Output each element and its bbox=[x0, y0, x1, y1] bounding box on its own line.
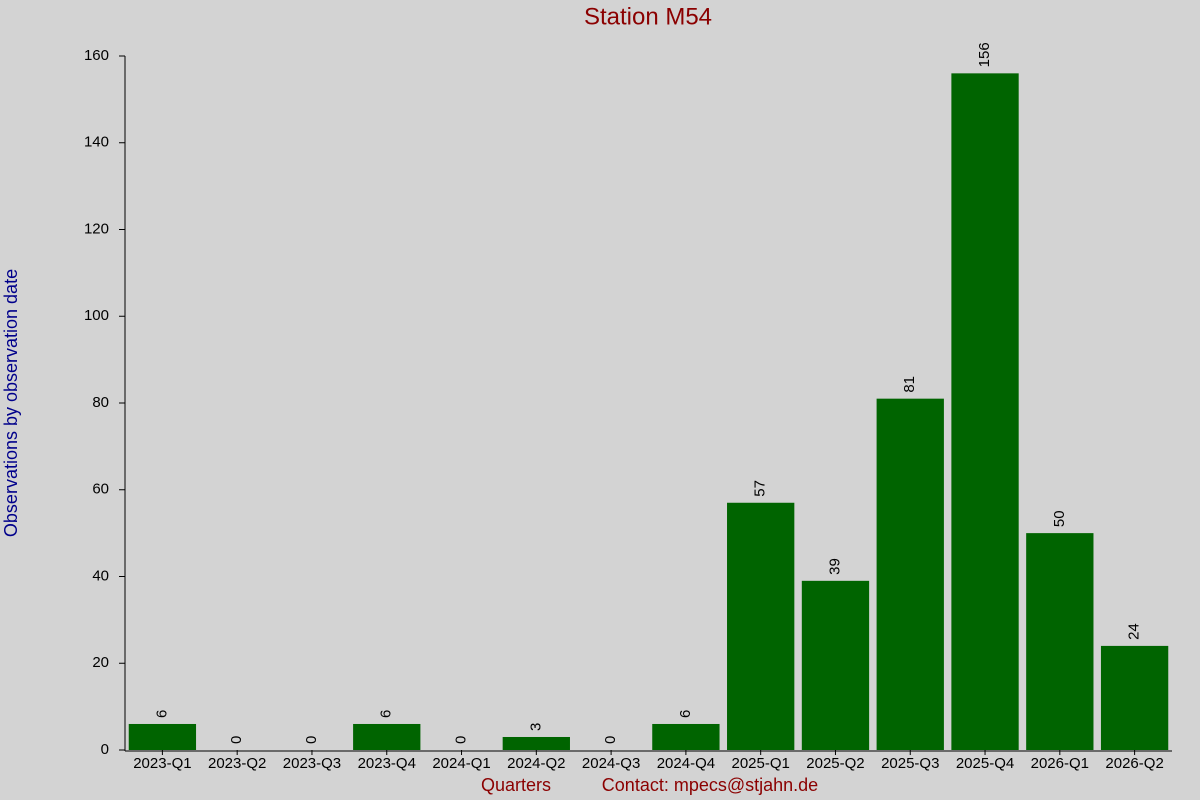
bar bbox=[951, 73, 1019, 751]
x-tick-label: 2025-Q2 bbox=[806, 755, 864, 772]
y-tick-label: 100 bbox=[84, 307, 109, 324]
bar bbox=[1026, 533, 1094, 750]
chart-title: Station M54 bbox=[584, 3, 712, 30]
data-label: 0 bbox=[602, 736, 619, 744]
x-tick-label: 2026-Q1 bbox=[1031, 755, 1089, 772]
x-tick-label: 2023-Q4 bbox=[358, 755, 416, 772]
data-label: 57 bbox=[752, 480, 769, 497]
y-tick-label: 160 bbox=[84, 47, 109, 64]
y-tick-label: 40 bbox=[92, 567, 109, 584]
bar bbox=[1100, 645, 1169, 750]
x-tick-label: 2023-Q2 bbox=[208, 755, 266, 772]
data-label: 3 bbox=[527, 723, 544, 731]
x-tick-label: 2025-Q4 bbox=[956, 755, 1014, 772]
y-tick-label: 20 bbox=[92, 654, 109, 671]
x-axis-title: Quarters bbox=[481, 775, 551, 795]
y-tick-label: 0 bbox=[101, 741, 109, 758]
y-axis-title: Observations by observation date bbox=[1, 269, 21, 537]
bar bbox=[876, 398, 944, 750]
x-tick-label: 2023-Q1 bbox=[133, 755, 191, 772]
bar bbox=[128, 723, 197, 750]
data-label: 50 bbox=[1051, 510, 1068, 527]
y-tick-label: 140 bbox=[84, 134, 109, 151]
x-tick-label: 2024-Q4 bbox=[657, 755, 715, 772]
data-label: 156 bbox=[976, 42, 993, 67]
bar bbox=[801, 580, 870, 750]
bar bbox=[652, 723, 720, 750]
y-tick-label: 80 bbox=[92, 394, 109, 411]
x-tick-label: 2025-Q1 bbox=[731, 755, 789, 772]
data-label: 6 bbox=[378, 710, 395, 718]
data-label: 81 bbox=[901, 376, 918, 393]
bar bbox=[353, 723, 421, 750]
data-label: 0 bbox=[303, 736, 320, 744]
y-tick-label: 120 bbox=[84, 220, 109, 237]
y-tick-label: 60 bbox=[92, 481, 109, 498]
bar bbox=[727, 502, 795, 750]
data-label: 39 bbox=[826, 558, 843, 575]
x-tick-label: 2026-Q2 bbox=[1105, 755, 1163, 772]
x-tick-label: 2025-Q3 bbox=[881, 755, 939, 772]
x-tick-label: 2023-Q3 bbox=[283, 755, 341, 772]
x-tick-label: 2024-Q3 bbox=[582, 755, 640, 772]
data-label: 6 bbox=[153, 710, 170, 718]
bar bbox=[502, 736, 570, 750]
x-tick-label: 2024-Q1 bbox=[432, 755, 490, 772]
data-label: 0 bbox=[228, 736, 245, 744]
data-label: 0 bbox=[453, 736, 470, 744]
x-tick-label: 2024-Q2 bbox=[507, 755, 565, 772]
data-label: 24 bbox=[1126, 623, 1143, 640]
contact-note: Contact: mpecs@stjahn.de bbox=[602, 775, 818, 795]
data-label: 6 bbox=[677, 710, 694, 718]
